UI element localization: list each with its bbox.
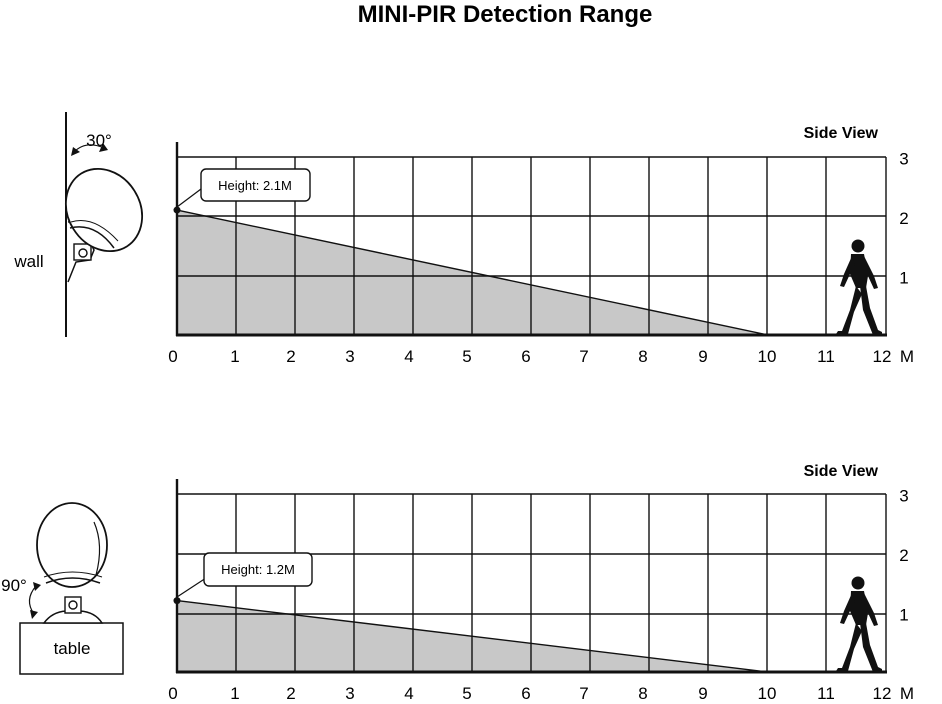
x-axis-unit: M	[900, 684, 914, 703]
table-box	[19, 622, 124, 675]
x-tick-label: 7	[579, 684, 588, 703]
x-tick-label: 1	[230, 347, 239, 366]
sensor-point	[173, 597, 181, 605]
mount-label: table	[54, 639, 91, 658]
angle-arrow-icon	[99, 143, 108, 152]
tilt-angle-label: 90°	[1, 576, 27, 595]
tilt-angle-label: 30°	[86, 131, 112, 150]
sensor-lens-rim	[69, 226, 115, 249]
sensor-lens-rim-inner	[43, 571, 103, 578]
height-callout-text: Height: 1.2M	[221, 562, 295, 577]
sensor-head	[65, 167, 143, 253]
mount-label: wall	[13, 252, 43, 271]
x-tick-label: 5	[462, 684, 471, 703]
side-view-label: Side View	[804, 463, 879, 480]
x-tick-label: 0	[168, 347, 177, 366]
x-tick-label: 8	[638, 684, 647, 703]
table-mount-panel: Side View 0 1 2 3 4 5 6 7 8 9 10 11 12 M 123	[1, 463, 914, 703]
x-tick-label: 9	[698, 347, 707, 366]
x-tick-label: 3	[345, 684, 354, 703]
angle-arrow-icon	[71, 147, 80, 156]
x-tick-label: 11	[817, 347, 835, 366]
x-tick-label: 0	[168, 684, 177, 703]
x-tick-label: 12	[873, 684, 892, 703]
y-tick-label: 3	[899, 487, 908, 506]
detection-edge-line	[176, 209, 769, 336]
table-sensor-illustration: table 90°	[1, 502, 124, 675]
x-tick-label: 8	[638, 347, 647, 366]
angle-arrow-icon	[33, 582, 41, 591]
x-tick-label: 2	[286, 347, 295, 366]
x-tick-label: 10	[758, 684, 777, 703]
x-tick-label: 7	[579, 347, 588, 366]
detection-edge-line	[176, 599, 769, 673]
walking-person-icon	[836, 576, 882, 672]
swivel-joint	[73, 243, 92, 261]
sensor-point	[173, 206, 181, 214]
side-view-label: Side View	[804, 125, 879, 142]
y-tick-label: 1	[899, 269, 908, 288]
x-tick-label: 4	[404, 684, 413, 703]
y-tick-label: 2	[899, 209, 908, 228]
swivel-joint	[64, 596, 82, 614]
wall-mount-panel: Side View 0 1 2 3 4 5 6 7 8 9 10 11 12 M 123	[13, 112, 914, 366]
x-tick-label: 2	[286, 684, 295, 703]
callout-pointer	[176, 577, 207, 598]
sensor-head	[36, 502, 108, 588]
x-tick-label: 12	[873, 347, 892, 366]
height-callout-text: Height: 2.1M	[218, 178, 292, 193]
x-tick-label: 1	[230, 684, 239, 703]
x-tick-label: 9	[698, 684, 707, 703]
y-tick-label: 3	[899, 150, 908, 169]
y-tick-label: 2	[899, 546, 908, 565]
wall-sensor-illustration: 30° wall	[13, 112, 143, 337]
x-axis-unit: M	[900, 347, 914, 366]
x-tick-label: 3	[345, 347, 354, 366]
x-tick-label: 10	[758, 347, 777, 366]
x-tick-label: 11	[817, 684, 835, 703]
x-axis-ticks: 0 1 2 3 4 5 6 7 8 9 10 11 12	[168, 684, 891, 703]
swivel-screw-icon	[68, 600, 78, 610]
y-tick-label: 1	[899, 606, 908, 625]
sensor-lens-rim	[45, 577, 101, 584]
x-tick-label: 5	[462, 347, 471, 366]
page-title: MINI-PIR Detection Range	[358, 1, 653, 28]
height-callout	[203, 552, 313, 587]
height-callout	[200, 168, 311, 202]
x-tick-label: 6	[521, 684, 530, 703]
y-axis-ticks: 1 2 3	[899, 487, 908, 625]
walking-person-icon	[836, 239, 882, 335]
y-axis-ticks: 1 2 3	[899, 150, 908, 288]
x-tick-label: 6	[521, 347, 530, 366]
x-axis-ticks: 0 1 2 3 4 5 6 7 8 9 10 11 12	[168, 347, 891, 366]
sensor-lens-edge	[93, 521, 101, 576]
angle-arrow-icon	[30, 610, 38, 619]
sensor-lens-rim-inner	[70, 220, 119, 242]
x-tick-label: 4	[404, 347, 413, 366]
swivel-screw-icon	[78, 248, 88, 258]
